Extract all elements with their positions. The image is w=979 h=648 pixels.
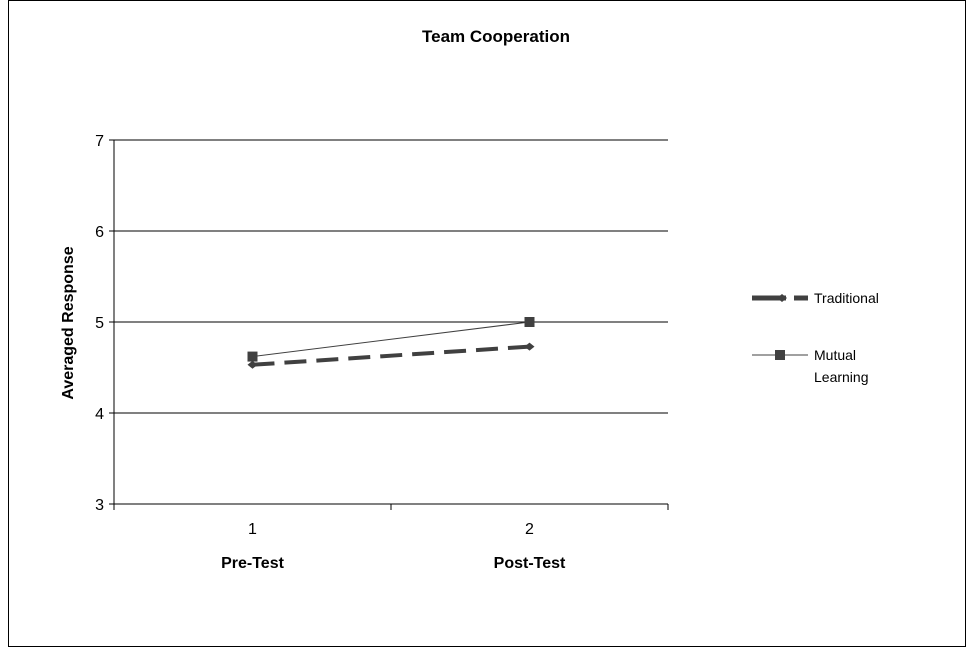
square-marker: [525, 317, 535, 327]
legend-item-mutual-learning: Mutual Learning: [752, 347, 869, 385]
x-category-label: Pre-Test: [221, 555, 285, 572]
legend-label: Mutual: [814, 347, 856, 363]
axes: [109, 140, 668, 510]
legend-label: Traditional: [814, 290, 879, 306]
series-line: [253, 347, 530, 365]
chart-title: Team Cooperation: [422, 27, 570, 46]
x-category-label: Post-Test: [494, 555, 566, 572]
legend-label: Learning: [814, 369, 869, 385]
gridlines: [114, 140, 668, 413]
series-line: [253, 322, 530, 357]
diamond-marker: [525, 343, 535, 351]
legend-item-traditional: Traditional: [752, 290, 879, 306]
square-marker: [775, 350, 785, 360]
series-layer: [248, 317, 535, 369]
legend: Traditional Mutual Learning: [752, 290, 879, 385]
x-tick-label: 2: [525, 521, 534, 538]
x-tick-label: 1: [248, 521, 257, 538]
x-tick-labels: 1 Pre-Test 2 Post-Test: [221, 521, 566, 572]
y-tick-label: 4: [95, 406, 104, 423]
square-marker: [248, 352, 258, 362]
diamond-marker: [248, 361, 258, 369]
y-tick-label: 5: [95, 315, 104, 332]
y-tick-label: 6: [95, 224, 104, 241]
y-tick-labels: 3 4 5 6 7: [95, 133, 104, 514]
y-axis-title: Averaged Response: [60, 246, 77, 399]
diamond-marker: [777, 294, 787, 302]
y-tick-label: 3: [95, 497, 104, 514]
y-tick-label: 7: [95, 133, 104, 150]
series-traditional: [248, 343, 535, 369]
